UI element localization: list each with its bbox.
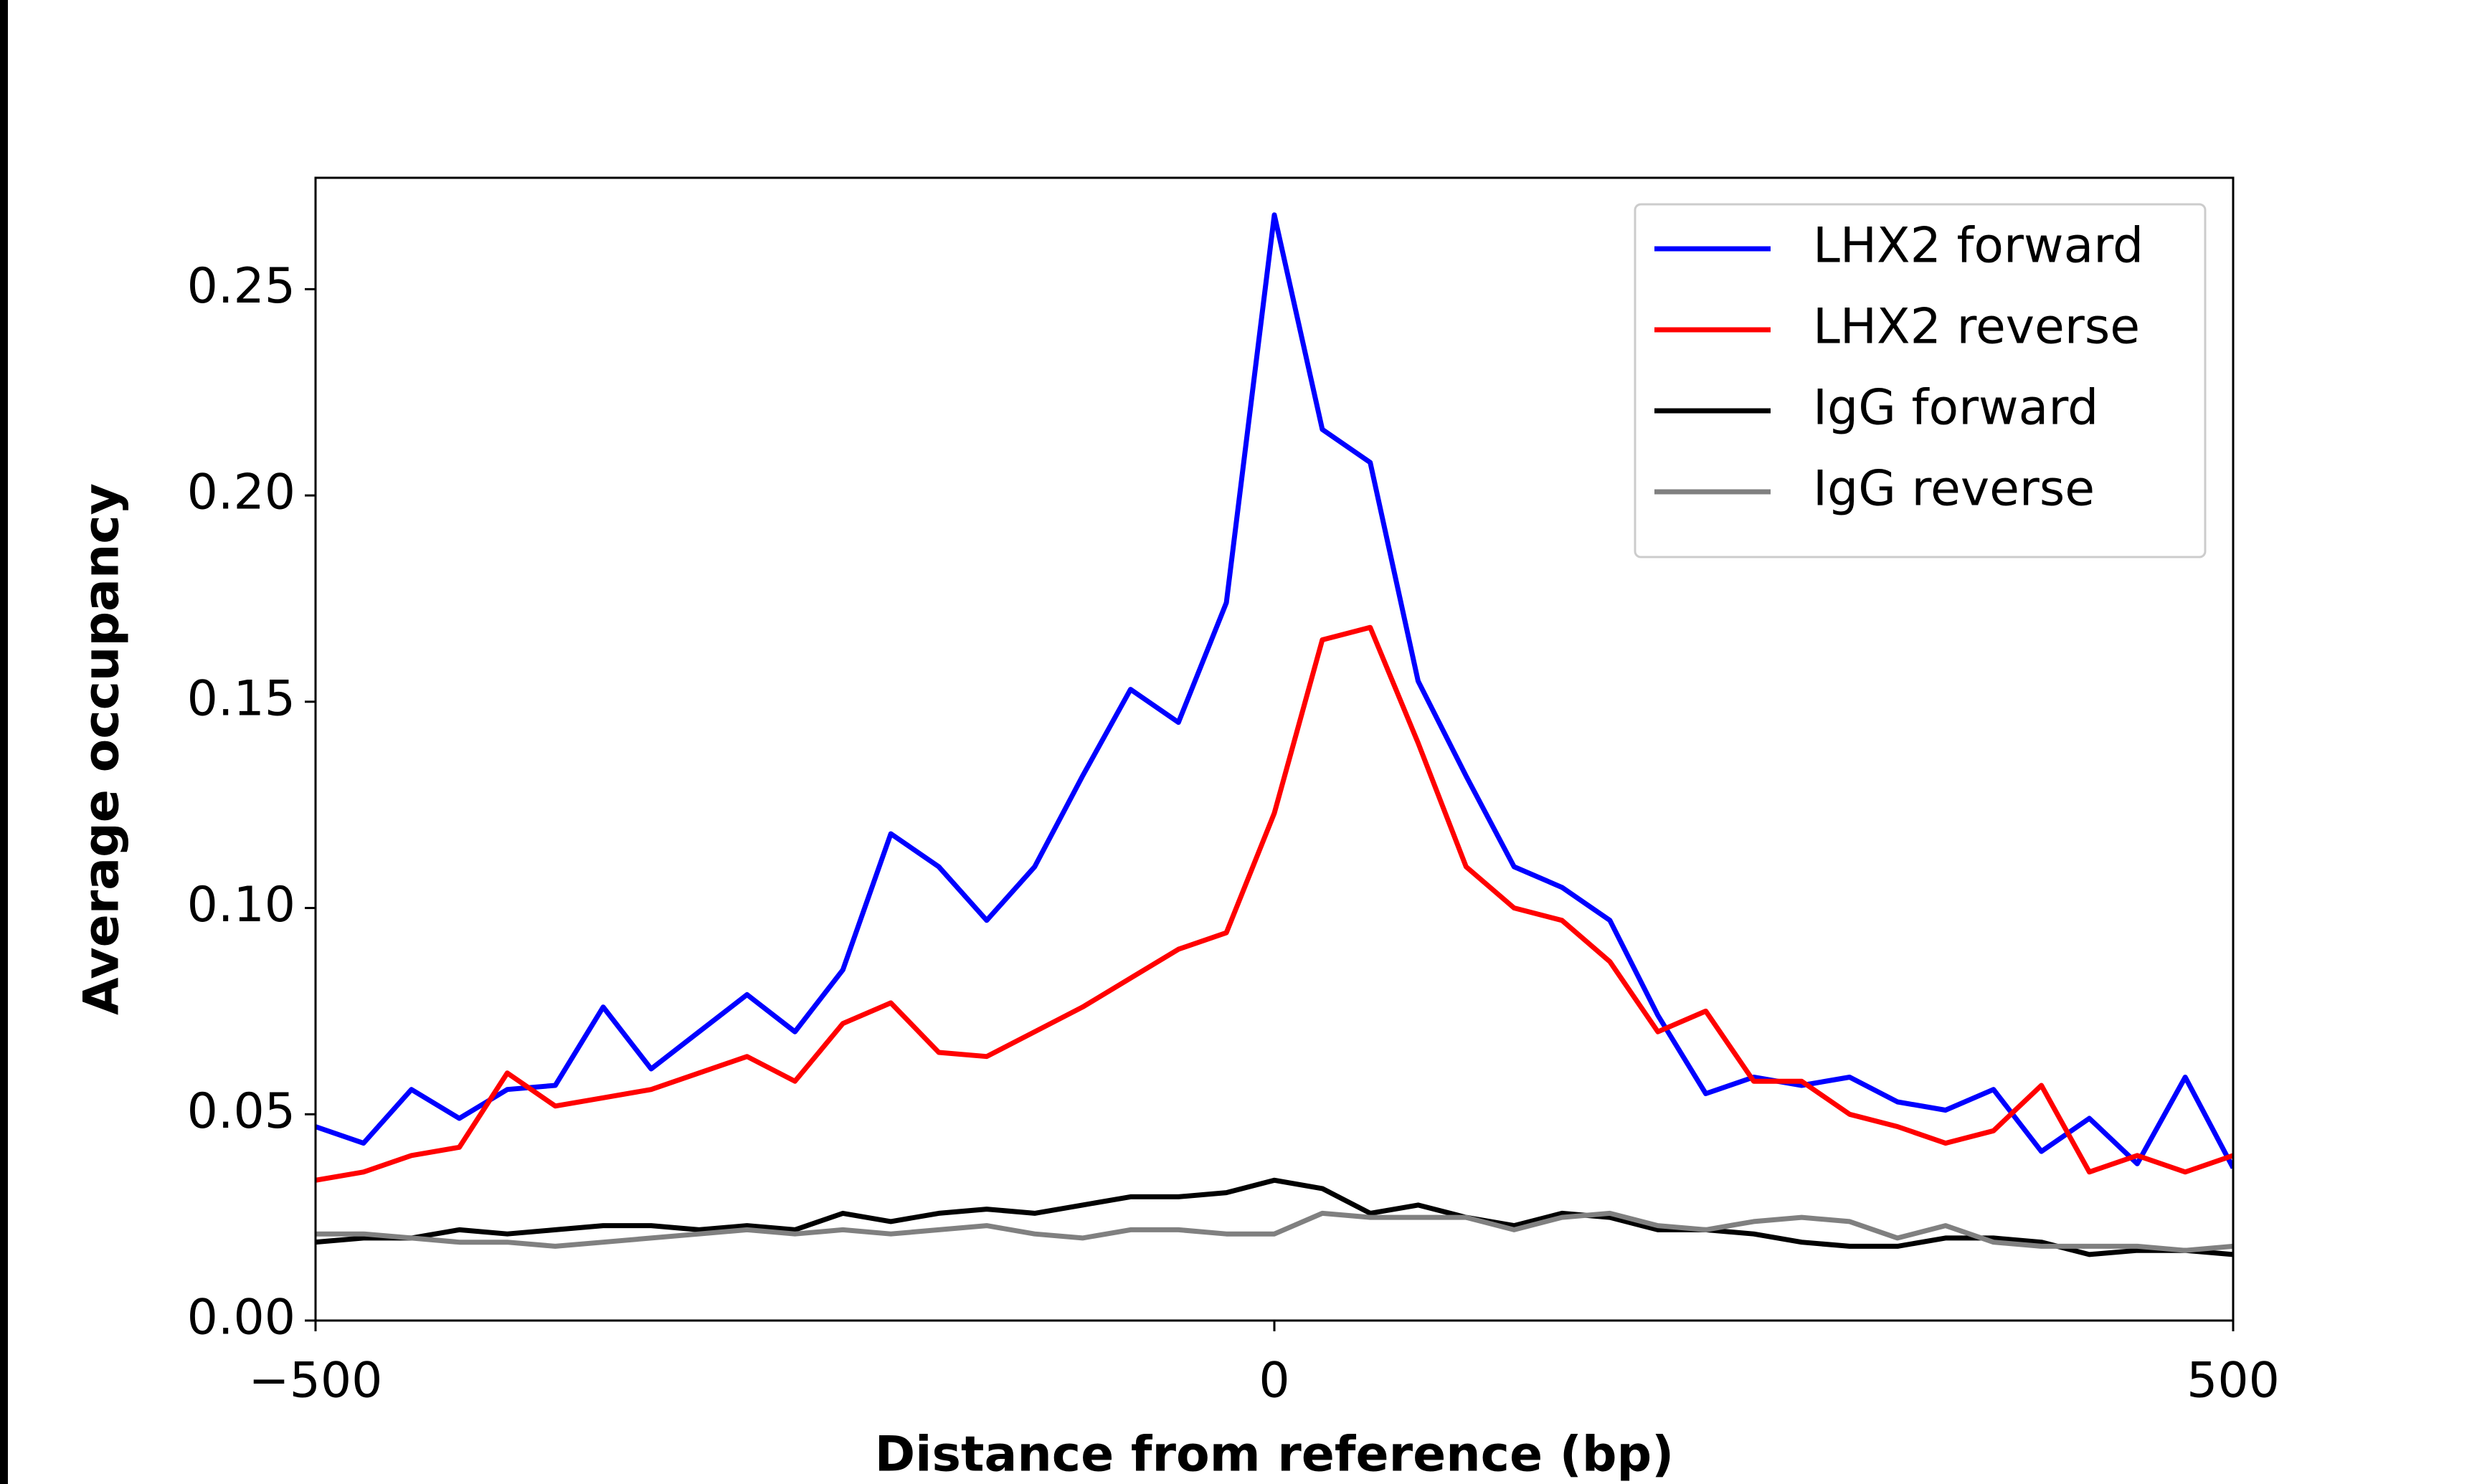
y-axis-label: Average occupancy: [74, 483, 131, 1015]
y-tick-label: 0.05: [187, 1083, 295, 1140]
series-line: [316, 212, 2233, 1169]
legend-label: LHX2 forward: [1813, 218, 2143, 275]
series-line: [316, 624, 2233, 1183]
legend-label: IgG forward: [1813, 380, 2098, 437]
x-tick-label: 500: [2187, 1353, 2280, 1409]
plot-frame: [314, 176, 2235, 1322]
legend-label: LHX2 reverse: [1813, 299, 2140, 356]
legend-box: [1634, 203, 2207, 558]
legend-label: IgG reverse: [1813, 461, 2095, 518]
left-edge: [0, 0, 8, 1484]
y-tick-label: 0.10: [187, 877, 295, 933]
y-tick-label: 0.00: [187, 1290, 295, 1346]
series-line: [316, 1210, 2233, 1253]
y-tick-label: 0.15: [187, 670, 295, 727]
series-line: [316, 1177, 2233, 1257]
y-tick-label: 0.20: [187, 465, 295, 521]
x-tick-label: 0: [1259, 1353, 1289, 1409]
x-axis-label: Distance from reference (bp): [875, 1427, 1674, 1483]
x-tick-label: −500: [249, 1353, 383, 1409]
y-tick-label: 0.25: [187, 258, 295, 315]
